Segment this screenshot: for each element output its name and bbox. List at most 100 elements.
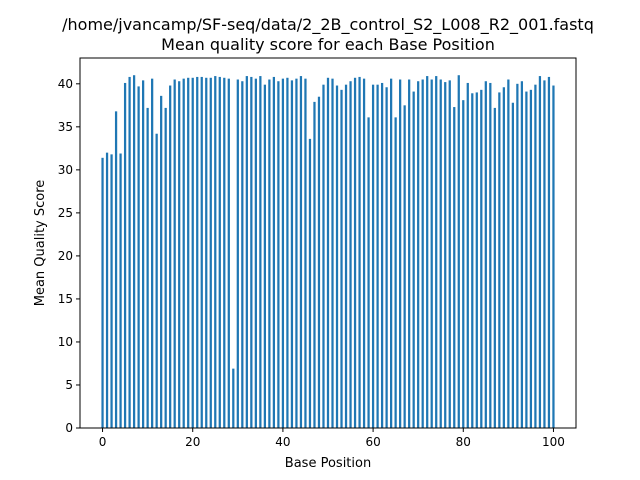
bar-72 bbox=[426, 76, 429, 428]
bar-52 bbox=[335, 85, 339, 428]
y-tick-label: 15 bbox=[58, 292, 73, 306]
bar-0 bbox=[101, 157, 104, 428]
bar-85 bbox=[484, 81, 487, 428]
bar-77 bbox=[448, 80, 451, 429]
bar-10 bbox=[146, 107, 149, 428]
bar-83 bbox=[475, 92, 478, 429]
bar-48 bbox=[317, 96, 321, 428]
bar-56 bbox=[353, 77, 357, 428]
bar-30 bbox=[236, 79, 239, 428]
bar-95 bbox=[529, 89, 533, 428]
plot-frame bbox=[79, 57, 577, 429]
bars-group bbox=[101, 75, 555, 429]
bar-17 bbox=[178, 81, 181, 428]
x-tick-label: 100 bbox=[542, 435, 565, 449]
bar-5 bbox=[123, 82, 127, 428]
bar-2 bbox=[110, 154, 113, 428]
y-axis-ticks: 0 5 10 15 20 25 30 35 40 bbox=[58, 77, 80, 435]
bar-35 bbox=[259, 76, 262, 428]
bar-11 bbox=[151, 78, 154, 429]
bar-75 bbox=[439, 79, 442, 428]
bar-98 bbox=[543, 80, 546, 429]
bar-62 bbox=[380, 82, 384, 428]
bar-29 bbox=[232, 368, 235, 428]
x-tick-label: 60 bbox=[365, 435, 380, 449]
bar-20 bbox=[191, 77, 194, 428]
bar-37 bbox=[268, 79, 271, 428]
y-tick-label: 25 bbox=[58, 206, 73, 220]
bar-39 bbox=[277, 81, 280, 428]
bar-26 bbox=[218, 76, 221, 429]
bar-7 bbox=[132, 75, 136, 429]
bar-76 bbox=[444, 82, 447, 428]
bar-60 bbox=[371, 84, 375, 429]
bar-94 bbox=[525, 91, 528, 428]
y-tick-label: 35 bbox=[58, 120, 73, 134]
y-tick-label: 30 bbox=[58, 163, 73, 177]
bar-51 bbox=[331, 78, 334, 429]
x-tick-label: 20 bbox=[185, 435, 200, 449]
x-axis-label: Base Position bbox=[285, 456, 371, 471]
y-tick-label: 0 bbox=[65, 421, 73, 435]
bar-65 bbox=[394, 117, 397, 429]
bar-24 bbox=[209, 77, 212, 428]
bar-18 bbox=[182, 78, 185, 429]
x-tick-label: 0 bbox=[99, 435, 107, 449]
bar-96 bbox=[534, 84, 537, 429]
bar-31 bbox=[241, 81, 244, 428]
bar-91 bbox=[511, 102, 514, 429]
y-tick-label: 10 bbox=[58, 335, 73, 349]
bar-28 bbox=[227, 78, 230, 429]
y-tick-label: 5 bbox=[65, 378, 73, 392]
bar-55 bbox=[349, 81, 352, 428]
bar-69 bbox=[412, 91, 415, 428]
bar-88 bbox=[498, 92, 501, 429]
bar-25 bbox=[214, 76, 217, 428]
y-tick-label: 20 bbox=[58, 249, 73, 263]
bar-64 bbox=[390, 78, 393, 429]
bar-14 bbox=[164, 107, 167, 428]
bar-40 bbox=[281, 78, 285, 429]
y-axis-label: Mean Quality Score bbox=[33, 180, 48, 307]
bar-93 bbox=[520, 81, 524, 428]
bar-19 bbox=[187, 77, 190, 428]
bar-74 bbox=[435, 76, 438, 428]
bar-13 bbox=[160, 95, 163, 429]
bar-32 bbox=[245, 76, 248, 428]
bar-49 bbox=[322, 84, 325, 429]
x-tick-label: 40 bbox=[275, 435, 290, 449]
bar-81 bbox=[466, 82, 469, 428]
bar-27 bbox=[223, 77, 226, 428]
bar-36 bbox=[263, 84, 266, 429]
bar-12 bbox=[155, 133, 158, 428]
bar-86 bbox=[489, 82, 492, 428]
bar-80 bbox=[462, 100, 465, 428]
bar-67 bbox=[403, 105, 406, 428]
bar-61 bbox=[376, 84, 379, 429]
bar-87 bbox=[493, 107, 496, 428]
x-tick-label: 80 bbox=[456, 435, 471, 449]
bar-47 bbox=[313, 101, 316, 428]
bar-78 bbox=[453, 107, 456, 429]
bar-43 bbox=[295, 78, 298, 429]
bar-50 bbox=[326, 77, 330, 428]
bar-41 bbox=[286, 77, 289, 428]
bar-71 bbox=[421, 79, 424, 428]
bar-42 bbox=[290, 80, 294, 429]
bar-82 bbox=[471, 93, 474, 428]
bar-92 bbox=[516, 83, 519, 428]
bar-70 bbox=[417, 81, 420, 428]
bar-100 bbox=[552, 85, 555, 428]
bar-58 bbox=[362, 78, 366, 429]
bar-90 bbox=[507, 79, 510, 428]
bar-97 bbox=[538, 76, 542, 428]
bar-38 bbox=[272, 76, 276, 429]
chart-subtitle: Mean quality score for each Base Positio… bbox=[161, 35, 495, 54]
bar-23 bbox=[205, 77, 208, 428]
bar-73 bbox=[430, 79, 433, 428]
bar-57 bbox=[358, 76, 361, 429]
bar-22 bbox=[200, 76, 203, 429]
chart-title: /home/jvancamp/SF-seq/data/2_2B_control_… bbox=[62, 15, 594, 35]
bar-66 bbox=[399, 79, 402, 428]
